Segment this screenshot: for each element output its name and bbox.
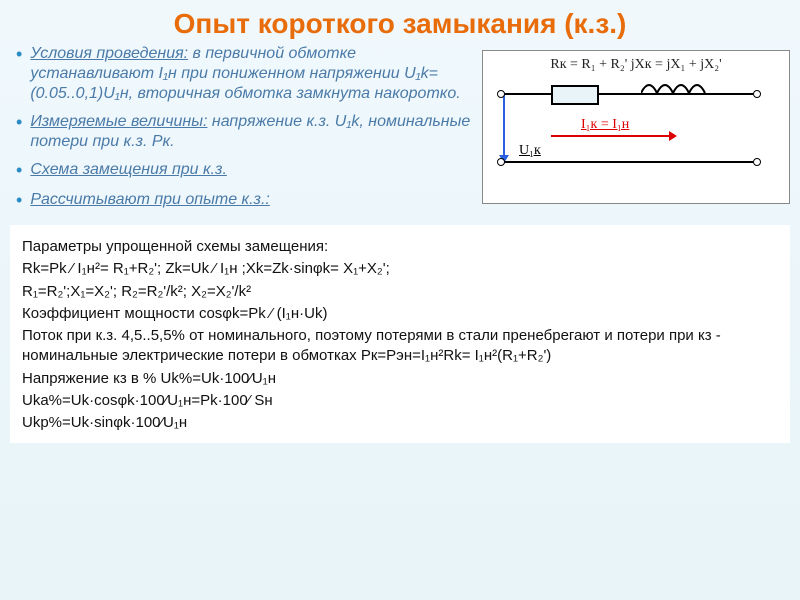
circuit-diagram: Rк = R₁ + R₂' jXк = jX₁ + jX₂' I₁к = I₁н… <box>482 50 790 204</box>
bullet-text: Измеряемые величины: напряжение к.з. U₁k… <box>30 112 474 152</box>
calc-heading: Параметры упрощенной схемы замещения: <box>22 237 778 257</box>
circuit-formula: Rк = R₁ + R₂' jXк = jX₁ + jX₂' <box>491 57 781 73</box>
bullet-lead: Измеряемые величины: <box>30 113 207 130</box>
wire <box>503 161 753 163</box>
bullet-lead: Условия проведения: <box>30 45 188 62</box>
bullet-marker-icon: • <box>16 44 22 66</box>
current-arrow-icon <box>551 135 671 137</box>
calc-line: Поток при к.з. 4,5..5,5% от номинального… <box>22 326 778 367</box>
inductor-icon <box>641 81 711 105</box>
terminal-node <box>753 90 761 98</box>
page-title: Опыт короткого замыкания (к.з.) <box>0 0 800 44</box>
resistor-icon <box>551 85 599 105</box>
top-section: • Условия проведения: в первичной обмотк… <box>0 44 800 219</box>
bullet-item: • Условия проведения: в первичной обмотк… <box>10 44 474 104</box>
bullet-text: Условия проведения: в первичной обмотке … <box>30 44 474 104</box>
bullet-marker-icon: • <box>16 190 22 212</box>
terminal-node <box>497 90 505 98</box>
calculations-panel: Параметры упрощенной схемы замещения: Rk… <box>10 225 790 443</box>
calc-line: Ukа%=Uk·cosφk·100⁄U₁н=Pk·100⁄ Sн <box>22 391 778 411</box>
bullet-marker-icon: • <box>16 160 22 182</box>
bullet-list: • Условия проведения: в первичной обмотк… <box>10 44 482 219</box>
calc-line: Ukр%=Uk·sinφk·100⁄U₁н <box>22 413 778 433</box>
voltage-label: U₁к <box>519 143 541 159</box>
terminal-node <box>497 158 505 166</box>
bullet-lead: Схема замещения при к.з. <box>30 161 227 178</box>
calc-line: Коэффициент мощности cosφk=Pk ⁄ (I₁н·Uk) <box>22 304 778 324</box>
bullet-marker-icon: • <box>16 112 22 134</box>
wire <box>503 93 505 161</box>
calc-line: Напряжение кз в % Uk%=Uk·100⁄U₁н <box>22 369 778 389</box>
calc-line: Rk=Pk ⁄ I₁н²= R₁+R₂'; Zk=Uk ⁄ I₁н ;Xk=Zk… <box>22 259 778 279</box>
schematic: I₁к = I₁н U₁к <box>491 83 781 167</box>
current-label: I₁к = I₁н <box>581 117 629 133</box>
bullet-text: Рассчитывают при опыте к.з.: <box>30 190 270 210</box>
calc-line: R₁=R₂';X₁=X₂'; R₂=R₂'/k²; X₂=X₂'/k² <box>22 282 778 302</box>
terminal-node <box>753 158 761 166</box>
bullet-item: • Измеряемые величины: напряжение к.з. U… <box>10 112 474 152</box>
bullet-text: Схема замещения при к.з. <box>30 160 227 180</box>
bullet-item: • Схема замещения при к.з. <box>10 160 474 182</box>
bullet-item: • Рассчитывают при опыте к.з.: <box>10 190 474 212</box>
wire <box>503 93 753 95</box>
current-arrowhead-icon <box>669 131 677 141</box>
bullet-lead: Рассчитывают при опыте к.з.: <box>30 191 270 208</box>
